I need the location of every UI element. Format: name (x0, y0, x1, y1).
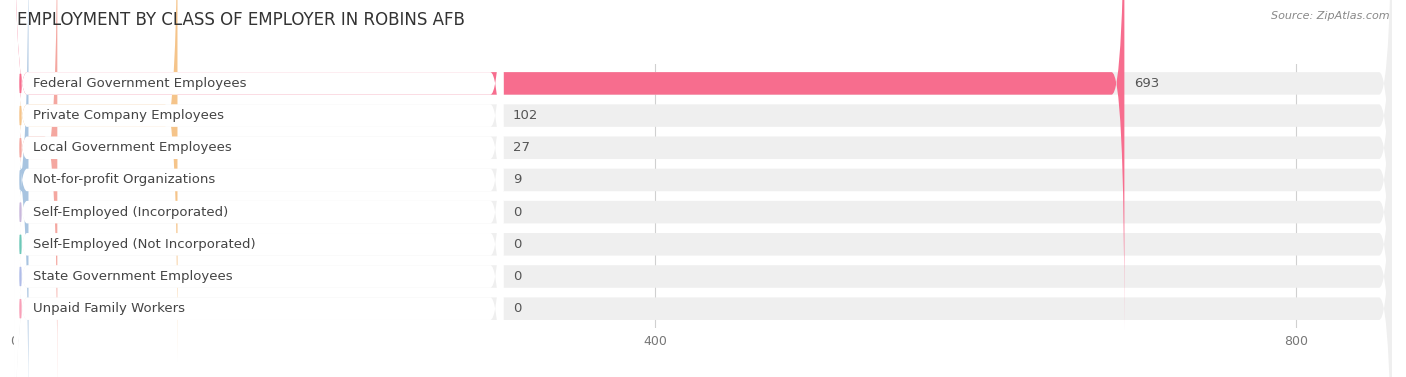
Text: Unpaid Family Workers: Unpaid Family Workers (34, 302, 186, 315)
FancyBboxPatch shape (14, 0, 503, 362)
Text: 102: 102 (513, 109, 538, 122)
Text: State Government Employees: State Government Employees (34, 270, 233, 283)
FancyBboxPatch shape (14, 0, 177, 362)
FancyBboxPatch shape (14, 30, 1392, 377)
FancyBboxPatch shape (14, 0, 503, 377)
Text: Federal Government Employees: Federal Government Employees (34, 77, 247, 90)
FancyBboxPatch shape (14, 0, 503, 377)
FancyBboxPatch shape (14, 0, 503, 329)
FancyBboxPatch shape (14, 0, 1392, 377)
Text: Source: ZipAtlas.com: Source: ZipAtlas.com (1271, 11, 1389, 21)
Text: Private Company Employees: Private Company Employees (34, 109, 225, 122)
Text: Not-for-profit Organizations: Not-for-profit Organizations (34, 173, 215, 187)
Text: 0: 0 (513, 205, 522, 219)
FancyBboxPatch shape (14, 0, 1392, 377)
FancyBboxPatch shape (14, 0, 1392, 377)
FancyBboxPatch shape (14, 0, 28, 377)
FancyBboxPatch shape (14, 63, 503, 377)
FancyBboxPatch shape (14, 63, 1392, 377)
Text: 693: 693 (1135, 77, 1159, 90)
FancyBboxPatch shape (14, 0, 1392, 377)
Text: Local Government Employees: Local Government Employees (34, 141, 232, 154)
Text: 0: 0 (513, 270, 522, 283)
Text: 0: 0 (513, 238, 522, 251)
FancyBboxPatch shape (14, 0, 1392, 329)
FancyBboxPatch shape (14, 0, 58, 377)
Text: Self-Employed (Incorporated): Self-Employed (Incorporated) (34, 205, 229, 219)
Text: EMPLOYMENT BY CLASS OF EMPLOYER IN ROBINS AFB: EMPLOYMENT BY CLASS OF EMPLOYER IN ROBIN… (17, 11, 465, 29)
FancyBboxPatch shape (14, 0, 1125, 329)
Text: Self-Employed (Not Incorporated): Self-Employed (Not Incorporated) (34, 238, 256, 251)
FancyBboxPatch shape (14, 0, 1392, 362)
Text: 9: 9 (513, 173, 522, 187)
FancyBboxPatch shape (14, 0, 503, 377)
FancyBboxPatch shape (14, 0, 503, 377)
Text: 27: 27 (513, 141, 530, 154)
Text: 0: 0 (513, 302, 522, 315)
FancyBboxPatch shape (14, 30, 503, 377)
